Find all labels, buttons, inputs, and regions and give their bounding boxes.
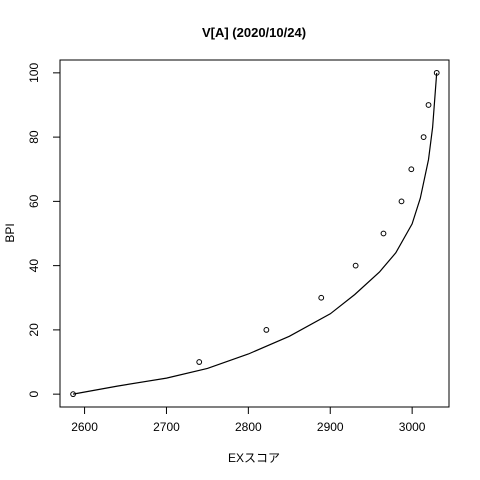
data-point <box>196 359 203 365</box>
data-points <box>70 69 440 398</box>
data-point <box>398 198 405 205</box>
data-point <box>380 230 387 237</box>
x-tick-label: 2900 <box>317 420 344 434</box>
x-axis: 2600 2700 2800 2900 3000 <box>71 407 426 434</box>
x-tick-label: 3000 <box>399 420 426 434</box>
y-tick-label: 0 <box>27 390 41 397</box>
data-point <box>70 391 77 398</box>
data-point <box>318 294 325 301</box>
x-tick-label: 2800 <box>235 420 262 434</box>
x-tick-label: 2700 <box>153 420 180 434</box>
y-tick-label: 20 <box>27 323 41 337</box>
y-axis: 0 20 40 60 80 100 <box>27 63 60 397</box>
data-point <box>425 102 432 108</box>
plot-frame <box>59 59 450 408</box>
data-point <box>408 166 415 173</box>
data-point <box>352 262 359 269</box>
y-tick-label: 40 <box>27 259 41 273</box>
y-tick-label: 80 <box>27 130 41 144</box>
data-point <box>420 134 427 141</box>
y-axis-label: BPI <box>3 223 17 242</box>
y-tick-label: 60 <box>27 194 41 208</box>
x-axis-label: EXスコア <box>228 451 280 465</box>
y-tick-label: 100 <box>27 63 41 83</box>
fit-curve <box>72 72 438 395</box>
data-point <box>433 69 440 76</box>
x-tick-label: 2600 <box>71 420 98 434</box>
chart-title: V[A] (2020/10/24) <box>202 25 306 40</box>
data-point <box>263 326 270 333</box>
